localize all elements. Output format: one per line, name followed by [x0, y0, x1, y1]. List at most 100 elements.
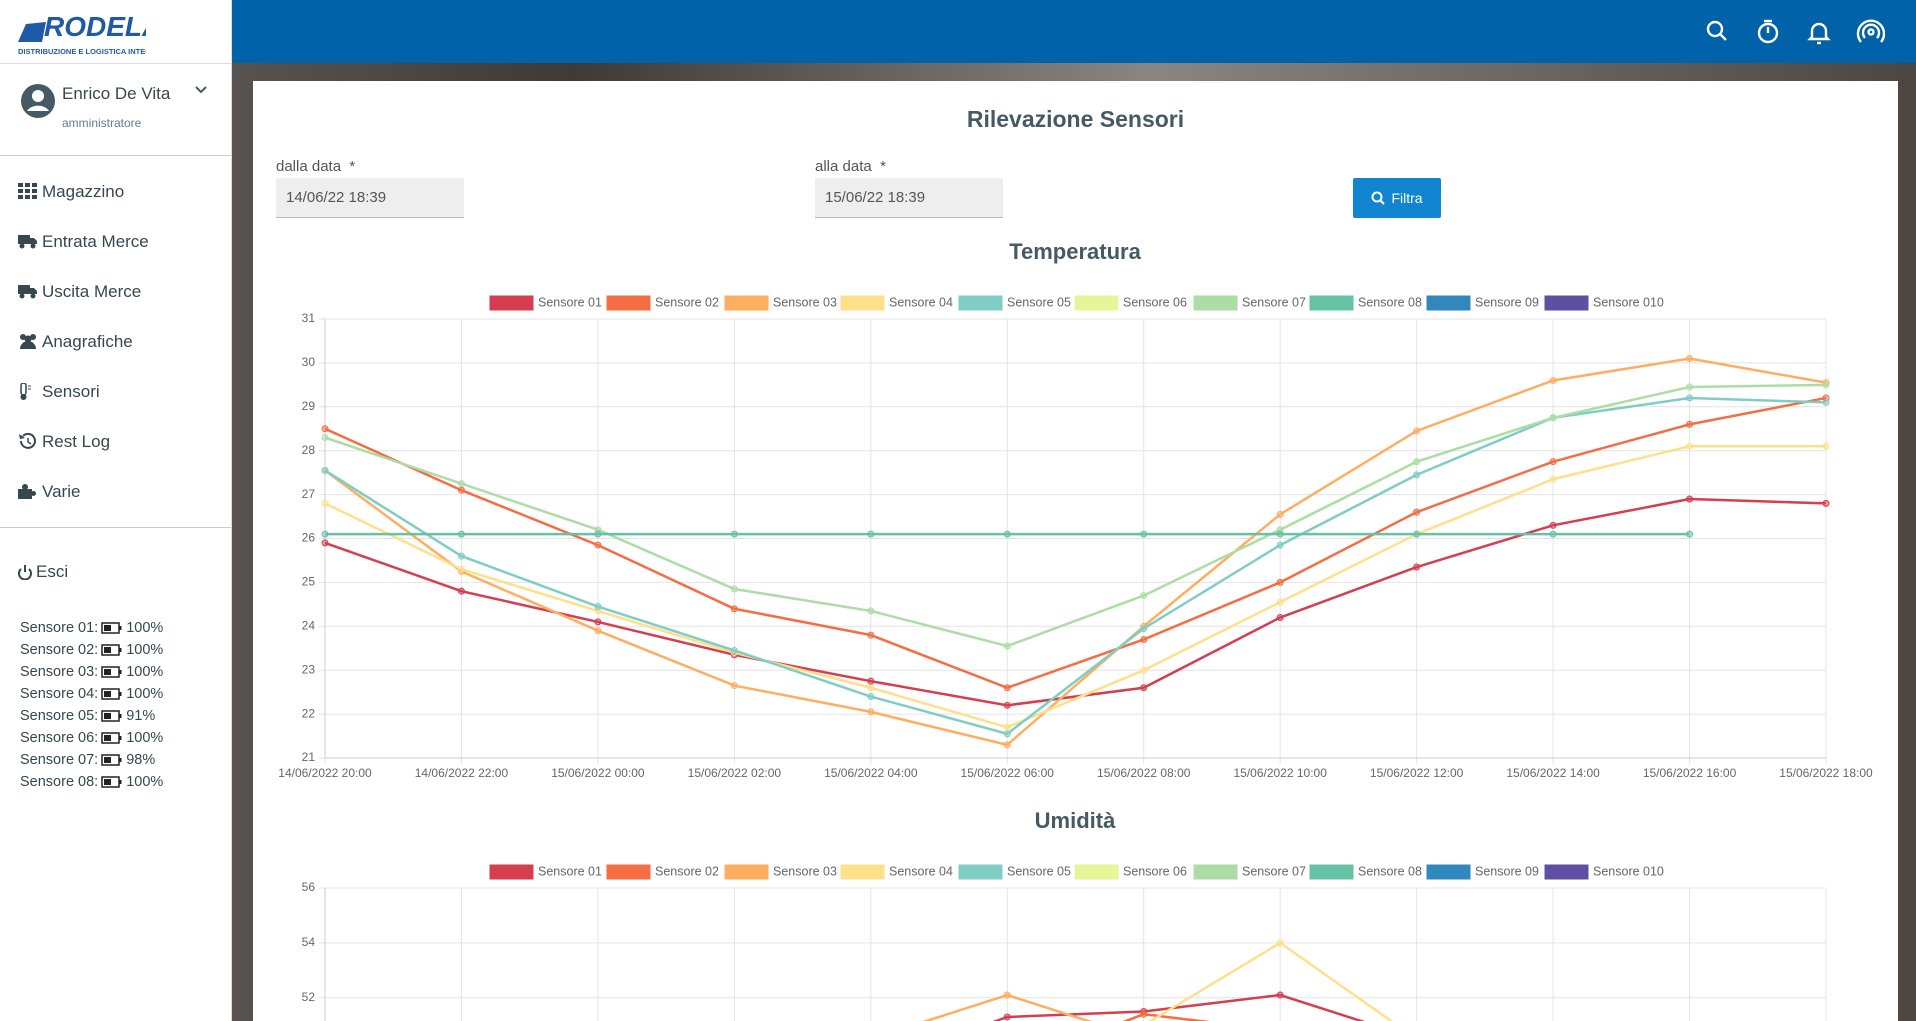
data-point: [1413, 563, 1421, 571]
y-tick-label: 52: [302, 990, 316, 1004]
broadcast-icon[interactable]: [1856, 19, 1885, 43]
y-tick-label: 24: [302, 618, 316, 632]
data-point: [730, 530, 738, 538]
data-point: [1686, 355, 1694, 363]
menu-item[interactable]: Magazzino: [18, 182, 124, 202]
menu-label: Uscita Merce: [42, 282, 142, 301]
filter-button[interactable]: Filtra: [1353, 178, 1441, 218]
menu-item[interactable]: Anagrafiche: [18, 332, 133, 352]
menu-item[interactable]: Uscita Merce: [18, 282, 141, 302]
from-label: dalla data *: [276, 158, 355, 175]
legend-swatch: [1426, 864, 1471, 880]
required-mark: *: [349, 158, 356, 175]
battery-label: Sensore 02:: [20, 642, 99, 658]
menu-icon: [20, 383, 31, 400]
battery-icon: [101, 666, 122, 678]
battery-label: Sensore 05:: [20, 708, 99, 724]
menu-icon: [19, 433, 36, 449]
legend-label: Sensore 06: [1123, 295, 1187, 309]
data-point: [457, 552, 465, 560]
battery-level: 100%: [126, 664, 164, 680]
battery-icon: [101, 754, 122, 766]
data-point: [1822, 499, 1830, 507]
battery-level: 100%: [126, 730, 164, 746]
battery-level: 100%: [126, 642, 164, 658]
filter-label: Filtra: [1391, 190, 1423, 206]
data-point: [457, 565, 465, 573]
data-point: [321, 466, 329, 474]
data-point: [457, 530, 465, 538]
data-point: [321, 499, 329, 507]
menu-icon: [20, 334, 36, 349]
menu-item[interactable]: Rest Log: [18, 432, 110, 452]
battery-icon: [101, 732, 122, 744]
legend-swatch: [724, 295, 769, 311]
data-point: [1276, 598, 1284, 606]
menu-item[interactable]: Entrata Merce: [18, 232, 149, 252]
from-input[interactable]: 14/06/22 18:39: [276, 178, 464, 218]
data-point: [1003, 642, 1011, 650]
logout[interactable]: Esci: [18, 562, 68, 582]
bell-icon[interactable]: [1807, 22, 1831, 45]
series-line: [324, 383, 1827, 648]
data-point: [730, 605, 738, 613]
data-point: [1003, 701, 1011, 709]
legend-label: Sensore 03: [773, 864, 837, 878]
data-point: [1276, 614, 1284, 622]
data-point: [867, 708, 875, 716]
search-icon[interactable]: [1706, 20, 1727, 41]
to-input[interactable]: 15/06/22 18:39: [815, 178, 1003, 218]
logo: RODELA DISTRIBUZIONE E LOGISTICA INTEGRA…: [18, 11, 146, 56]
y-tick-label: 29: [302, 399, 316, 413]
menu-label: Rest Log: [42, 432, 111, 451]
series-line: [324, 396, 1827, 690]
battery-label: Sensore 08:: [20, 774, 99, 790]
data-point: [1413, 530, 1421, 538]
battery-label: Sensore 01:: [20, 620, 99, 636]
user-avatar: [21, 84, 55, 118]
chart-title: Umidità: [1035, 808, 1116, 833]
data-point: [1413, 471, 1421, 479]
data-point: [457, 486, 465, 494]
legend-label: Sensore 08: [1358, 864, 1422, 878]
data-point: [1140, 530, 1148, 538]
timer-icon[interactable]: [1757, 19, 1779, 44]
legend-label: Sensore 03: [773, 295, 837, 309]
legend-swatch: [1544, 864, 1589, 880]
battery-icon: [101, 710, 122, 722]
data-point: [1549, 458, 1557, 466]
battery-level: 100%: [126, 620, 164, 636]
y-tick-label: 25: [302, 575, 316, 589]
x-tick-label: 15/06/2022 04:00: [824, 766, 918, 780]
data-point: [321, 530, 329, 538]
menu-label: Magazzino: [42, 182, 125, 201]
battery-level: 100%: [126, 686, 164, 702]
legend-swatch: [840, 864, 885, 880]
user-menu-toggle[interactable]: [194, 85, 208, 95]
data-point: [1686, 383, 1694, 391]
data-point: [457, 587, 465, 595]
legend-label: Sensore 08: [1358, 295, 1422, 309]
required-mark: *: [880, 158, 886, 175]
legend-swatch: [1544, 295, 1589, 311]
legend-label: Sensore 07: [1242, 295, 1306, 309]
y-tick-label: 54: [302, 935, 316, 949]
legend-swatch: [1193, 864, 1238, 880]
data-point: [1549, 530, 1557, 538]
legend-swatch: [1426, 295, 1471, 311]
menu-item[interactable]: Varie: [18, 482, 80, 502]
legend-swatch: [606, 864, 651, 880]
user-name[interactable]: Enrico De Vita: [62, 84, 171, 103]
y-tick-label: 21: [302, 750, 316, 764]
x-tick-label: 15/06/2022 18:00: [1779, 766, 1873, 780]
data-point: [1003, 530, 1011, 538]
data-point: [730, 646, 738, 654]
series-line: [324, 497, 1827, 707]
page-title: Rilevazione Sensori: [966, 106, 1185, 132]
legend-label: Sensore 09: [1475, 295, 1539, 309]
legend-label: Sensore 01: [538, 295, 602, 309]
series-line: [324, 396, 1827, 736]
divider: [0, 63, 231, 64]
data-point: [1413, 427, 1421, 435]
menu-item[interactable]: Sensori: [18, 382, 100, 402]
